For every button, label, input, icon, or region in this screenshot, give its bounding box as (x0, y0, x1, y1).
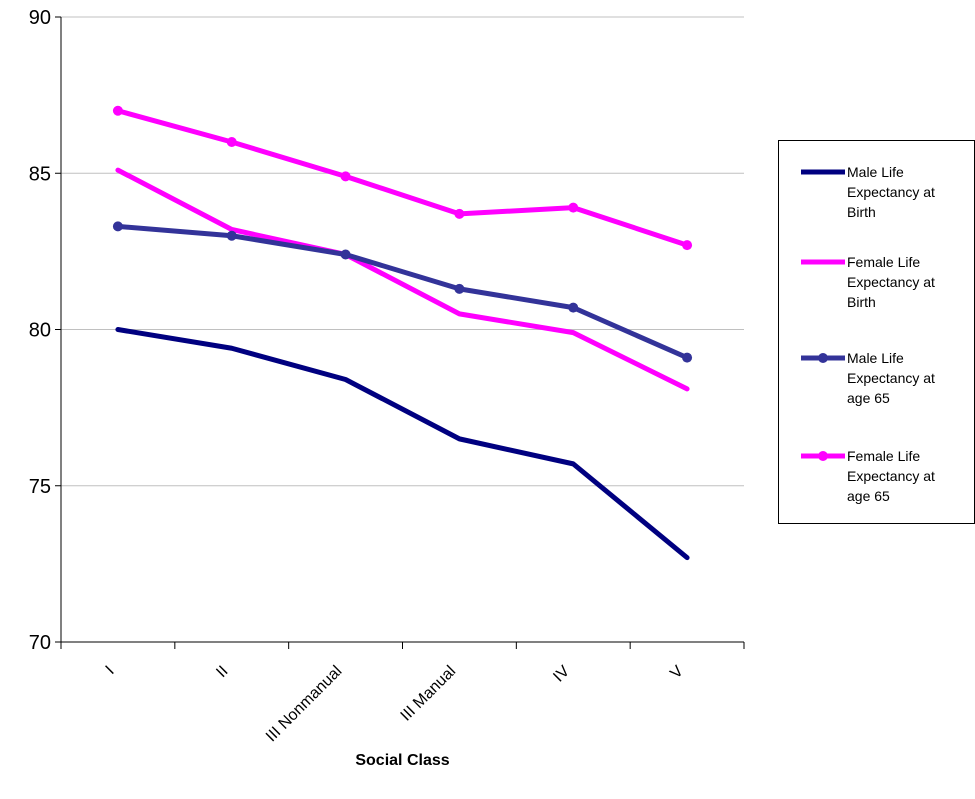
series-1 (115, 327, 690, 561)
legend-label: Birth (847, 204, 876, 220)
data-point (454, 208, 465, 219)
legend-entry: Female Life Expectancy at Birth (801, 254, 935, 310)
legend-entry: Female Life Expectancy at age 65 (801, 448, 935, 504)
y-tick-label: 90 (29, 7, 51, 29)
legend-label: Expectancy at (847, 184, 935, 200)
x-tick-label: IV (550, 663, 573, 686)
series-line (115, 108, 690, 248)
legend-label: Birth (847, 294, 876, 310)
x-tick-label: II (213, 663, 231, 681)
legend-label: Female Life (847, 254, 920, 270)
data-point (112, 221, 123, 232)
y-tick-label: 80 (29, 320, 51, 342)
legend-label: Expectancy at (847, 370, 935, 386)
legend-box (778, 140, 975, 524)
series-lines (112, 105, 693, 561)
series-4 (112, 105, 693, 251)
x-tick-label: III Nonmanual (263, 663, 345, 745)
y-tick-label: 75 (29, 476, 51, 498)
data-point (112, 105, 123, 116)
legend-marker (818, 451, 828, 461)
data-point (226, 230, 237, 241)
data-point (568, 302, 579, 313)
legend-entry: Male Life Expectancy at Birth (801, 164, 935, 220)
legend-marker (818, 353, 828, 363)
x-tick-label: III Manual (398, 663, 460, 725)
y-tick-label: 70 (29, 632, 51, 654)
data-point (682, 240, 693, 251)
legend-label: age 65 (847, 488, 890, 504)
series-line (115, 223, 690, 361)
data-point (340, 249, 351, 260)
data-point (226, 137, 237, 147)
y-tick-label: 85 (29, 163, 51, 185)
legend: Male Life Expectancy at Birth Female Life Ex… (778, 140, 975, 524)
series-3 (112, 221, 693, 363)
legend-label: Expectancy at (847, 274, 935, 290)
x-axis-tick-labels: I II III Nonmanual III Manual IV V (103, 663, 688, 746)
data-point (454, 283, 465, 294)
legend-label: Female Life (847, 448, 920, 464)
y-axis-tick-labels: 70 75 80 85 90 (29, 7, 51, 654)
data-point (568, 202, 579, 213)
x-axis-title: Social Class (355, 752, 449, 769)
legend-label: Male Life (847, 350, 904, 366)
data-point (682, 352, 693, 363)
data-point (340, 171, 351, 182)
axes (55, 16, 745, 649)
legend-label: age 65 (847, 390, 890, 406)
x-tick-label: I (103, 663, 118, 678)
gridlines (61, 16, 744, 487)
series-line (115, 167, 690, 392)
legend-label: Expectancy at (847, 468, 935, 484)
legend-entry: Male Life Expectancy at age 65 (801, 350, 935, 406)
series-line (115, 327, 690, 561)
x-tick-label: V (667, 663, 687, 683)
series-2 (115, 167, 690, 392)
legend-label: Male Life (847, 164, 904, 180)
